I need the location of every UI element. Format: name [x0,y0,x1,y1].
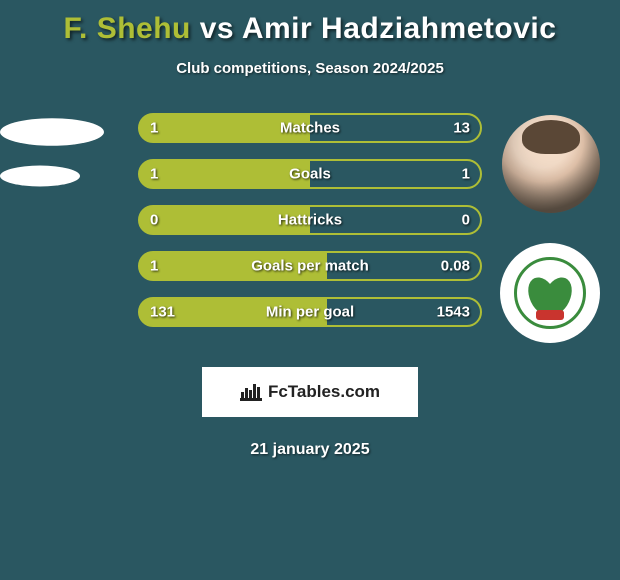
comparison-title: F. Shehu vs Amir Hadziahmetovic [0,0,620,46]
player1-avatar-placeholder [0,118,104,146]
stat-bars: 1 13 Matches 1 1 Goals 0 0 Hattricks 1 0.08 Goals p… [138,113,482,343]
stat-row: 1 1 Goals [138,159,482,189]
snapshot-date: 21 january 2025 [0,441,620,459]
stat-right-value: 0 [462,212,470,229]
stat-right-value: 1543 [437,304,470,321]
stat-row: 0 0 Hattricks [138,205,482,235]
vs-text: vs [200,12,234,45]
stat-left-value: 0 [150,212,158,229]
branding-text: FcTables.com [268,382,380,402]
stat-right-half [310,161,480,187]
player1-name: F. Shehu [64,12,191,45]
club-badge-icon [514,257,586,329]
stat-left-value: 1 [150,166,158,183]
player2-name: Amir Hadziahmetovic [242,12,557,45]
stat-left-value: 1 [150,120,158,137]
branding-box: FcTables.com [202,367,418,417]
stat-row: 1 0.08 Goals per match [138,251,482,281]
stat-right-value: 0.08 [441,258,470,275]
stat-label: Goals [289,166,331,183]
player1-club-placeholder [0,166,80,187]
subtitle: Club competitions, Season 2024/2025 [0,60,620,77]
stat-left-value: 131 [150,304,175,321]
stat-row: 131 1543 Min per goal [138,297,482,327]
stat-row: 1 13 Matches [138,113,482,143]
stat-label: Goals per match [251,258,369,275]
stat-right-value: 13 [453,120,470,137]
comparison-area: 1 13 Matches 1 1 Goals 0 0 Hattricks 1 0.08 Goals p… [0,107,620,357]
branding-icon [240,383,262,401]
stat-right-value: 1 [462,166,470,183]
stat-left-half [140,161,310,187]
stat-label: Matches [280,120,340,137]
player2-avatar [502,115,600,213]
player2-club-badge [500,243,600,343]
stat-label: Hattricks [278,212,342,229]
stat-label: Min per goal [266,304,354,321]
stat-left-value: 1 [150,258,158,275]
